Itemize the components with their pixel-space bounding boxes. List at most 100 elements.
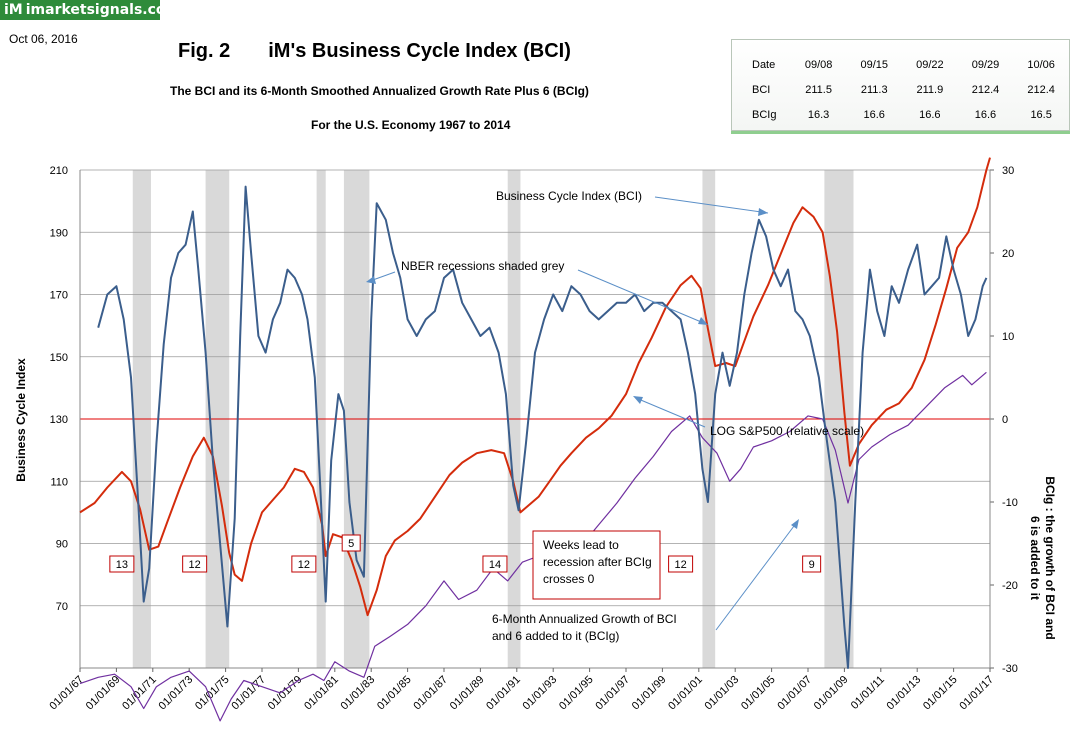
arrowhead-sp500 xyxy=(633,396,643,404)
y-axis-title: Business Cycle Index xyxy=(14,358,28,482)
x-tick-label: 01/01/89 xyxy=(448,674,487,713)
lead-weeks-badge xyxy=(802,555,822,573)
y2-axis-title: 6 is added to it xyxy=(1028,516,1042,600)
values-grid: Date 09/08 09/15 09/22 09/29 10/06 BCI 2… xyxy=(752,52,1069,127)
x-tick-label: 01/01/11 xyxy=(849,674,887,712)
table-cell: 211.3 xyxy=(860,83,888,96)
y2-tick-label: -10 xyxy=(1002,497,1018,509)
x-tick-label: 01/01/73 xyxy=(157,674,196,713)
table-cell: 16.6 xyxy=(863,108,885,121)
annotation-nber: NBER recessions shaded grey xyxy=(401,259,564,273)
table-header-cell: 09/15 xyxy=(860,58,888,71)
lead-weeks-label: 9 xyxy=(809,559,815,571)
y2-tick-label: 30 xyxy=(1002,165,1014,177)
report-date: Oct 06, 2016 xyxy=(9,32,78,46)
y2-tick-label: 20 xyxy=(1002,248,1014,260)
arrow-bci xyxy=(654,196,769,214)
lead-weeks-badge xyxy=(291,555,317,573)
x-tick-label: 01/01/85 xyxy=(375,674,414,713)
figure-label: Fig. 2 xyxy=(178,40,231,62)
table-cell: 16.6 xyxy=(919,108,941,121)
lead-explanation-text: recession after BCIg xyxy=(543,555,652,569)
bcig-line xyxy=(97,185,988,669)
latest-values-table: Date 09/08 09/15 09/22 09/29 10/06 BCI 2… xyxy=(731,39,1070,131)
y2-tick-label: -20 xyxy=(1002,580,1018,592)
table-cell: 16.6 xyxy=(974,108,997,121)
x-tick-label: 01/01/93 xyxy=(521,674,560,713)
arrowhead-nber-right xyxy=(698,317,708,325)
lead-explanation-text: crosses 0 xyxy=(543,572,595,586)
table-header-cell: 09/22 xyxy=(916,58,944,71)
table-header-cell: 09/29 xyxy=(971,58,1000,71)
y-tick-label: 110 xyxy=(50,476,68,488)
table-cell: 16.3 xyxy=(807,108,830,121)
lead-weeks-label: 14 xyxy=(489,559,501,571)
x-tick-label: 01/01/79 xyxy=(266,674,305,713)
x-tick-label: 01/01/87 xyxy=(411,674,450,713)
chart-title: Fig. 2 iM's Business Cycle Index (BCI) xyxy=(178,40,571,63)
arrow-sp500 xyxy=(635,397,706,428)
table-cell: 16.5 xyxy=(1030,108,1052,121)
x-tick-label: 01/01/03 xyxy=(703,674,742,713)
y-tick-label: 70 xyxy=(56,601,68,613)
lead-weeks-badge xyxy=(109,555,135,573)
annotation-bci: Business Cycle Index (BCI) xyxy=(496,189,642,203)
x-tick-label: 01/01/05 xyxy=(739,674,778,713)
table-row: BCIg 16.3 16.6 16.6 16.6 16.5 xyxy=(752,102,1069,127)
y-tick-label: 130 xyxy=(50,414,68,426)
x-tick-label: 01/01/95 xyxy=(557,674,596,713)
table-header-cell: 10/06 xyxy=(1027,58,1055,71)
logo-text: imarketsignals.com xyxy=(25,2,181,18)
chart-subtitle: The BCI and its 6-Month Smoothed Annuali… xyxy=(170,84,589,98)
arrowhead-bcig xyxy=(791,519,799,529)
x-tick-label: 01/01/83 xyxy=(339,674,378,713)
table-header-row: Date 09/08 09/15 09/22 09/29 10/06 xyxy=(752,52,1069,77)
lead-weeks-label: 12 xyxy=(674,559,686,571)
table-cell: 211.5 xyxy=(805,83,832,96)
arrowhead-nber-left xyxy=(366,276,376,284)
table-cell: 212.4 xyxy=(1027,83,1055,96)
table-cell: 212.4 xyxy=(971,83,1000,96)
arrow-bcig xyxy=(715,521,798,631)
table-header-cell: Date xyxy=(752,58,776,71)
x-tick-label: 01/01/09 xyxy=(812,674,851,713)
lead-weeks-label: 12 xyxy=(298,559,310,571)
sp500-line xyxy=(79,371,987,722)
x-tick-label: 01/01/99 xyxy=(630,674,669,713)
x-tick-label: 01/01/07 xyxy=(775,674,814,713)
lead-explanation-box xyxy=(532,530,661,600)
lead-weeks-badge xyxy=(341,534,361,552)
lead-weeks-label: 12 xyxy=(189,559,201,571)
lead-explanation-text: Weeks lead to xyxy=(543,538,619,552)
site-logo[interactable]: iM imarketsignals.com xyxy=(0,0,180,20)
y-tick-label: 190 xyxy=(50,227,68,239)
title-text: iM's Business Cycle Index (BCI) xyxy=(268,40,571,62)
table-cell: BCIg xyxy=(752,108,777,121)
logo-mark: iM xyxy=(4,2,23,18)
table-row: BCI 211.5 211.3 211.9 212.4 212.4 xyxy=(752,77,1069,102)
table-header-cell: 09/08 xyxy=(804,58,833,71)
lead-weeks-badge xyxy=(482,555,508,573)
y-tick-label: 150 xyxy=(50,352,68,364)
x-tick-label: 01/01/13 xyxy=(885,674,924,713)
y2-tick-label: 0 xyxy=(1002,414,1008,426)
x-tick-label: 01/01/97 xyxy=(593,674,632,713)
lead-weeks-label: 5 xyxy=(348,538,354,550)
x-tick-label: 01/01/01 xyxy=(666,674,705,713)
y-tick-label: 90 xyxy=(56,539,68,551)
lead-weeks-badge xyxy=(668,555,694,573)
y2-tick-label: 10 xyxy=(1002,331,1014,343)
x-tick-label: 01/01/17 xyxy=(957,674,996,713)
x-tick-label: 01/01/69 xyxy=(84,674,123,713)
y-tick-label: 170 xyxy=(50,290,68,302)
arrow-nber-right xyxy=(577,269,707,325)
x-tick-label: 01/01/91 xyxy=(484,674,523,713)
table-cell: BCI xyxy=(752,83,771,96)
y-tick-label: 210 xyxy=(50,165,68,177)
lead-weeks-label: 13 xyxy=(116,559,128,571)
lead-weeks-badge xyxy=(182,555,208,573)
table-cell: 211.9 xyxy=(916,83,944,96)
chart-subtitle-period: For the U.S. Economy 1967 to 2014 xyxy=(311,118,511,132)
arrowhead-bci xyxy=(758,208,768,216)
